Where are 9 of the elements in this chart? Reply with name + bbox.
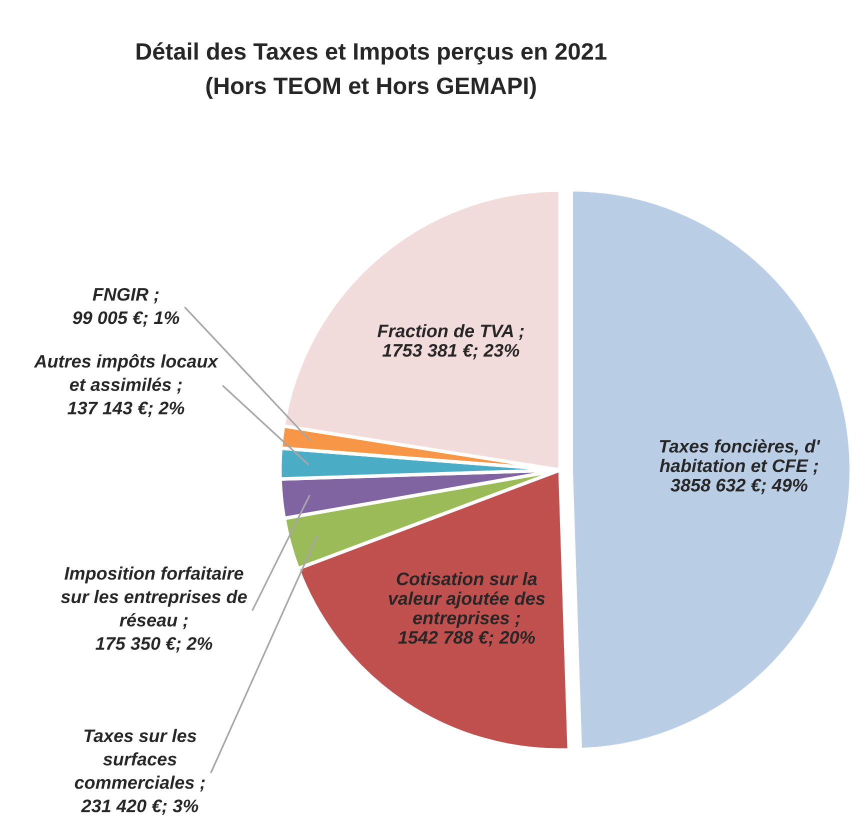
chart-subtitle: (Hors TEOM et Hors GEMAPI) [206, 76, 536, 99]
slice-label: Taxes sur les surfaces commerciales ; 231 420 €; 3% [74, 728, 205, 815]
chart-title: Détail des Taxes et Impots perçus en 2021 [136, 42, 606, 64]
slice-label: FNGIR ; 99 005 €; 1% [72, 288, 180, 327]
slice-label: Cotisation sur la valeur ajoutée des entreprises ; 1542 788 €; 20% [388, 572, 545, 646]
slice-label: Taxes foncières, d' habitation et CFE ; 3858 632 €; 49% [660, 439, 820, 494]
slice-label: Fraction de TVA ; 1753 381 €; 23% [378, 324, 524, 360]
slice-label: Imposition forfaitaire sur les entreprises de réseau ; 175 350 €; 2% [60, 566, 247, 653]
slice-label: Autres impôts locaux et assimilés ; 137 143 €; 2% [34, 354, 218, 418]
